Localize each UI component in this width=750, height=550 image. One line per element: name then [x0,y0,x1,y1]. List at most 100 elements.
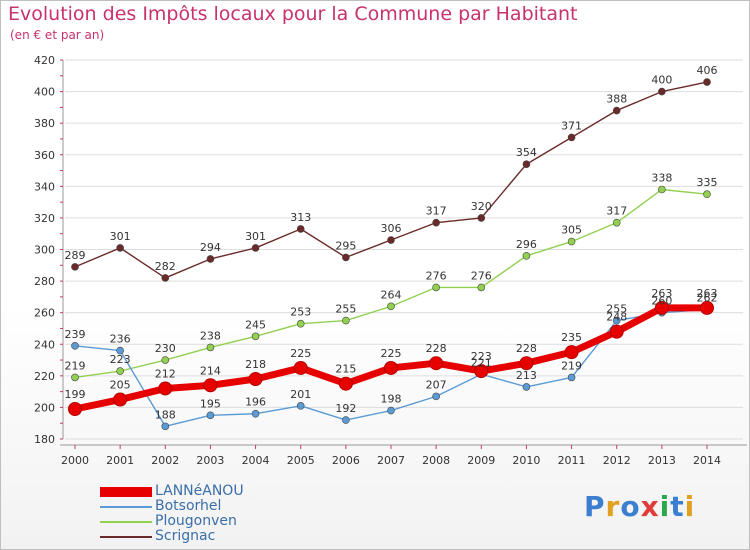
data-label: 400 [651,74,672,87]
data-point [567,237,576,246]
data-label: 215 [335,363,356,376]
data-label: 228 [516,342,537,355]
data-point [477,214,486,222]
data-label: 371 [561,119,582,132]
data-label: 239 [65,328,86,341]
data-label: 199 [65,388,86,401]
x-tick-label: 2013 [648,454,676,467]
x-tick-label: 2011 [558,454,586,467]
data-point [432,283,440,292]
data-point [296,402,305,410]
data-label: 354 [516,146,537,159]
data-point [609,324,624,339]
data-point [387,236,395,244]
data-label: 301 [110,230,131,243]
data-point [116,367,124,375]
data-point [296,225,305,233]
data-point [68,401,82,416]
y-tick-label: 280 [34,275,55,288]
y-tick-label: 320 [34,212,55,225]
legend-swatch-lanneanou [100,487,152,497]
y-tick-label: 400 [34,86,55,99]
legend-label-lanneanou: LANNéANOU [155,483,244,499]
data-label: 221 [471,356,492,369]
legend-item-plougonven: Plougonven [100,513,340,529]
proxiti-logo: Proxiti [584,490,695,523]
data-label: 214 [200,364,221,377]
data-label: 248 [606,311,627,324]
y-tick-label: 220 [34,370,55,383]
legend: LANNéANOU Botsorhel Plougonven Scrignac [100,483,340,544]
legend-item-botsorhel: Botsorhel [100,498,340,514]
data-label: 262 [697,292,718,305]
data-label: 313 [290,211,311,224]
data-point [519,356,534,371]
y-tick-label: 180 [34,433,55,446]
data-label: 294 [200,241,221,254]
legend-label-plougonven: Plougonven [155,513,237,529]
data-label: 335 [697,176,718,189]
series-lines [68,78,714,431]
data-label: 219 [65,359,86,372]
data-point [116,346,124,355]
data-point [161,274,170,282]
y-tick-label: 420 [34,54,55,67]
data-point [342,316,350,325]
x-tick-label: 2002 [151,454,179,467]
data-label: 245 [245,318,266,331]
data-point [567,373,576,382]
logo-letter: i [684,490,696,523]
x-tick-label: 2012 [603,454,631,467]
legend-item-lanneanou: LANNéANOU [100,483,340,499]
data-label: 192 [335,402,356,415]
data-point [564,345,579,360]
legend-swatch-botsorhel [100,506,152,508]
logo-letter: o [620,490,641,523]
x-tick-label: 2006 [332,454,360,467]
data-label: 213 [516,369,537,382]
data-point [567,133,576,142]
data-label: 230 [155,342,176,355]
data-label: 301 [245,230,266,243]
x-tick-label: 2014 [693,454,721,467]
series-line-scrignac [74,81,708,279]
data-label: 276 [471,269,492,282]
logo-letter: x [640,490,660,523]
x-tick-label: 2004 [242,454,270,467]
data-point [251,409,260,418]
gridlines [65,59,743,440]
legend-label-botsorhel: Botsorhel [155,498,222,514]
data-label: 264 [381,288,402,301]
data-label: 306 [381,222,402,235]
x-tick-label: 2009 [467,454,495,467]
data-point [338,376,353,391]
data-point [700,300,714,315]
data-point [522,160,531,169]
legend-label-scrignac: Scrignac [155,528,216,544]
data-point [703,78,711,86]
data-point [654,300,669,315]
data-labels: 289 301 282 294 301 313 295 306 317 320 354 371 388 4… [65,64,718,421]
data-label: 388 [606,93,627,106]
data-label: 255 [606,303,627,316]
data-point [251,332,260,341]
data-point [387,302,395,311]
data-label: 260 [651,295,672,308]
data-label: 276 [426,269,447,282]
data-label: 236 [110,333,131,346]
data-label: 235 [561,331,582,344]
data-point [113,392,128,407]
data-label: 296 [516,238,537,251]
y-tick-label: 380 [34,117,55,130]
logo-letter: r [605,490,621,523]
data-point [71,373,79,382]
data-label: 338 [651,171,672,184]
data-point [474,364,489,379]
legend-swatch-plougonven [100,521,152,523]
data-label: 188 [155,408,176,421]
data-label: 201 [290,388,311,401]
data-label: 255 [335,303,356,316]
data-point [296,319,305,328]
data-point [248,371,263,386]
